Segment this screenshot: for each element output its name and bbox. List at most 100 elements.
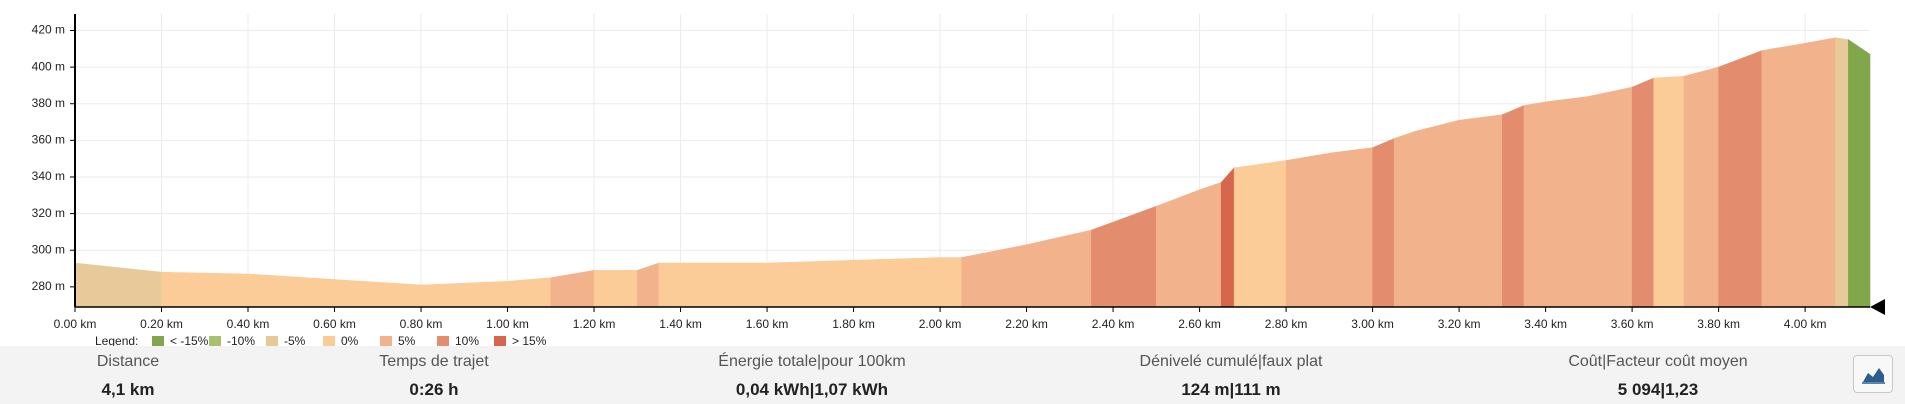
x-tick-label: 2.00 km xyxy=(919,317,962,331)
legend-label: 10% xyxy=(455,334,479,346)
legend-label: -5% xyxy=(284,334,306,346)
stat: Énergie totale|pour 100km 0,04 kWh|1,07 k… xyxy=(632,350,992,402)
profile-segment xyxy=(1415,119,1460,308)
legend-label: 0% xyxy=(341,334,359,346)
profile-segment xyxy=(334,279,422,308)
legend-swatch xyxy=(152,336,164,346)
stat-label: Dénivelé cumulé|faux plat xyxy=(1139,353,1323,370)
profile-segment xyxy=(1458,114,1503,308)
y-tick-label: 380 m xyxy=(32,96,65,110)
legend-swatch xyxy=(209,336,221,346)
profile-segment xyxy=(1329,147,1373,308)
y-tick-label: 400 m xyxy=(32,59,65,73)
y-tick-label: 280 m xyxy=(32,279,65,293)
chart-toggle-button[interactable] xyxy=(1853,355,1893,393)
profile-segment xyxy=(1220,167,1235,308)
x-tick-label: 0.00 km xyxy=(54,317,97,331)
elevation-chart: 280 m 300 m 320 m 340 m 360 m 380 m 400 m 420 m… xyxy=(32,14,1885,346)
profile-segment xyxy=(1653,75,1685,308)
stat-label: Temps de trajet xyxy=(379,353,489,370)
stat: Temps de trajet 0:26 h xyxy=(254,350,614,402)
profile-segment xyxy=(593,270,638,308)
profile-segment xyxy=(961,244,1027,308)
x-tick-label: 0.40 km xyxy=(227,317,270,331)
y-tick-label: 300 m xyxy=(32,242,65,256)
y-tick-label: 320 m xyxy=(32,206,65,220)
stat-value: 124 m|111 m xyxy=(1181,380,1281,399)
x-tick-label: 3.00 km xyxy=(1351,317,1394,331)
button-icon xyxy=(1862,368,1885,384)
stat-label: Coût|Facteur coût moyen xyxy=(1568,353,1748,370)
x-tick-label: 1.20 km xyxy=(573,317,616,331)
profile-segment xyxy=(1683,66,1719,308)
stat: Coût|Facteur coût moyen 5 094|1,23 xyxy=(1478,350,1838,402)
stat-value: 0:26 h xyxy=(409,380,459,399)
y-tick-label: 340 m xyxy=(32,169,65,183)
x-tick-label: 2.20 km xyxy=(1005,317,1048,331)
profile-segment xyxy=(1588,86,1633,308)
profile-segment xyxy=(1393,130,1417,308)
profile-segment xyxy=(766,259,854,308)
x-tick-label: 1.40 km xyxy=(659,317,702,331)
profile-segment xyxy=(1026,229,1092,308)
profile-segment xyxy=(507,277,552,308)
profile-segment xyxy=(1285,152,1330,308)
stat-value: 5 094|1,23 xyxy=(1617,380,1699,399)
profile-segment xyxy=(74,262,162,308)
stats-panel xyxy=(0,346,1905,404)
profile-segment xyxy=(1835,37,1849,308)
profile-segment xyxy=(1233,160,1287,308)
legend-label: 5% xyxy=(398,334,416,346)
profile-segment xyxy=(1631,77,1655,308)
profile-segment xyxy=(1091,205,1157,308)
x-tick-label: 3.40 km xyxy=(1524,317,1567,331)
profile-segment xyxy=(1761,42,1806,308)
profile-segment xyxy=(420,281,508,308)
x-tick-label: 0.60 km xyxy=(313,317,356,331)
x-tick-label: 2.40 km xyxy=(1092,317,1135,331)
profile-segment xyxy=(550,270,595,308)
x-tick-label: 4.00 km xyxy=(1784,317,1827,331)
profile-segment xyxy=(1502,105,1525,308)
legend-label: < -15% xyxy=(170,334,209,346)
stat: Distance 4,1 km xyxy=(0,350,308,402)
x-tick-label: 2.80 km xyxy=(1265,317,1308,331)
legend-swatch xyxy=(437,336,449,346)
legend-swatch xyxy=(266,336,278,346)
x-tick-label: 3.80 km xyxy=(1697,317,1740,331)
profile-segment xyxy=(1848,39,1871,308)
profile-segment xyxy=(853,257,941,308)
legend-swatch xyxy=(494,336,506,346)
stat-label: Énergie totale|pour 100km xyxy=(718,353,906,370)
x-tick-label: 2.60 km xyxy=(1178,317,1221,331)
legend-title: Legend: xyxy=(95,334,138,346)
stat-value: 0,04 kWh|1,07 kWh xyxy=(735,380,889,399)
profile-segment xyxy=(247,273,335,308)
stat-value: 4,1 km xyxy=(101,380,155,399)
profile-segment xyxy=(1545,96,1590,308)
y-tick-label: 360 m xyxy=(32,133,65,147)
stat-label: Distance xyxy=(96,353,160,370)
profile-segment xyxy=(1156,189,1200,308)
x-tick-label: 3.20 km xyxy=(1438,317,1481,331)
x-tick-label: 1.60 km xyxy=(746,317,789,331)
x-tick-label: 3.60 km xyxy=(1611,317,1654,331)
legend-label: > 15% xyxy=(512,334,547,346)
legend-label: -10% xyxy=(227,334,255,346)
mountain-icon xyxy=(1863,368,1884,382)
profile-segment xyxy=(1718,50,1763,308)
profile-segment xyxy=(636,262,660,308)
profile-segment xyxy=(1372,138,1395,308)
x-tick-label: 1.80 km xyxy=(832,317,875,331)
legend-swatch xyxy=(323,336,335,346)
profile-segment xyxy=(1523,101,1546,308)
profile-segment xyxy=(939,257,962,308)
x-tick-label: 1.00 km xyxy=(486,317,529,331)
y-tick-label: 420 m xyxy=(32,23,65,37)
legend-swatch xyxy=(380,336,392,346)
x-tick-label: 0.20 km xyxy=(140,317,183,331)
profile-segment xyxy=(658,262,768,308)
profile-segment xyxy=(1199,182,1222,308)
x-tick-label: 0.80 km xyxy=(400,317,443,331)
